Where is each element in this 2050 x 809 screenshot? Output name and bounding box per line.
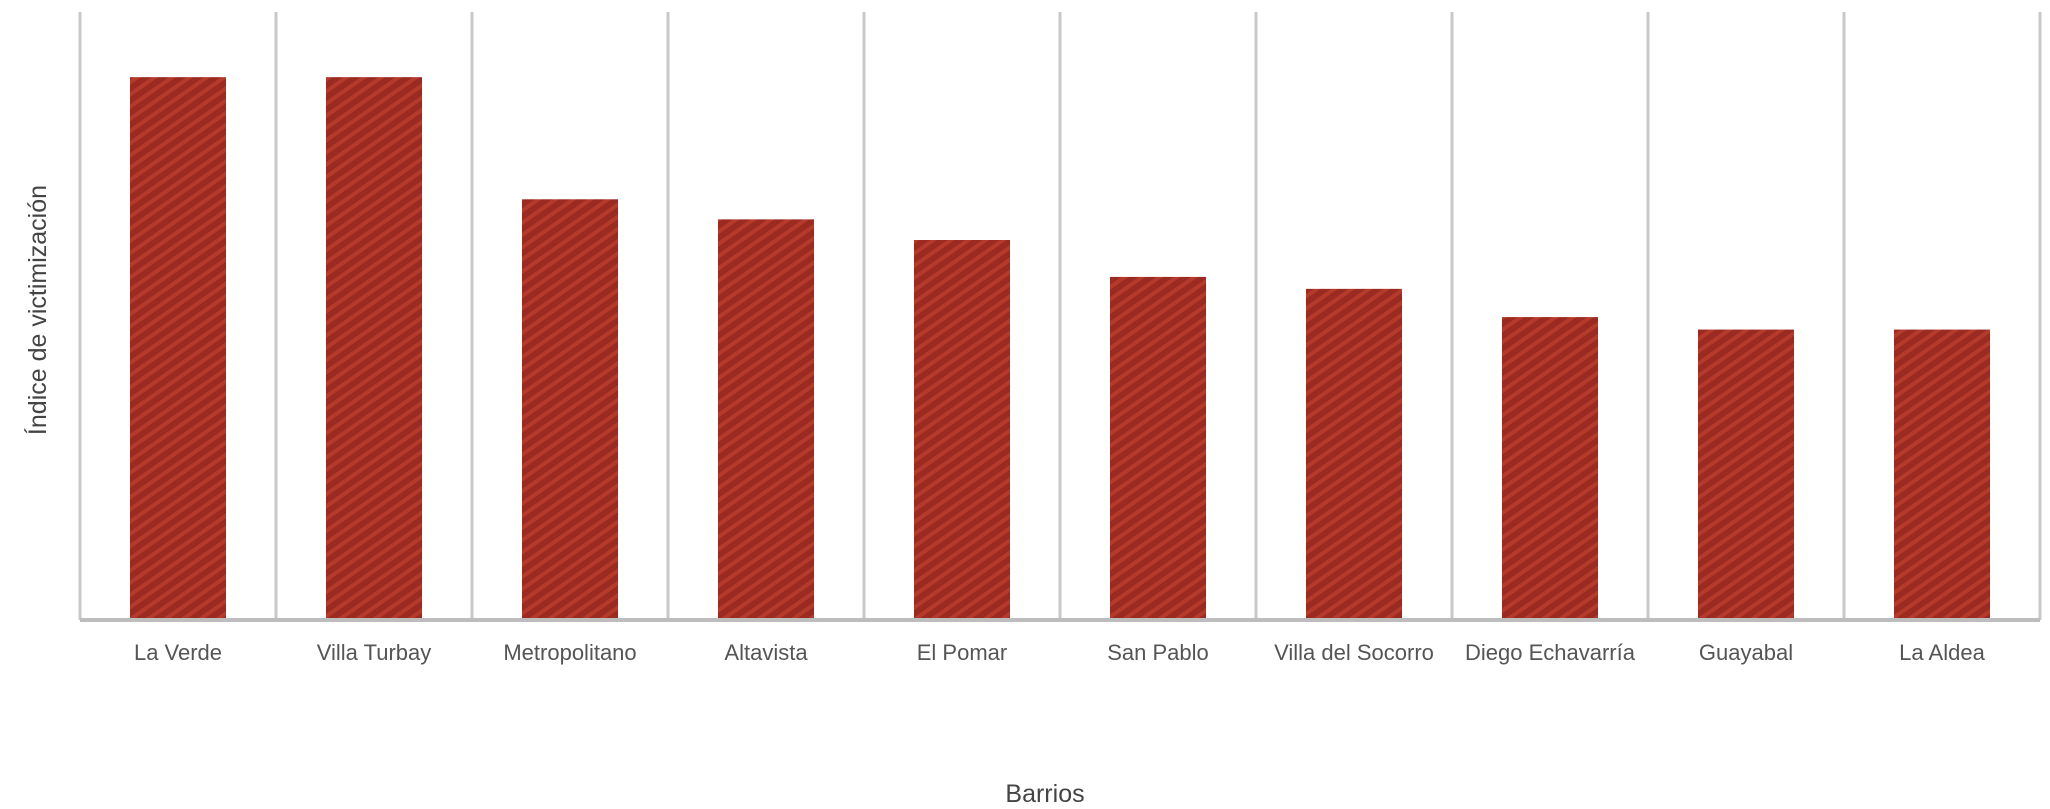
x-tick-label: Villa del Socorro (1274, 640, 1434, 665)
grid-lines (78, 12, 2042, 620)
x-tick-label: Diego Echavarría (1465, 640, 1636, 665)
x-tick-label: Altavista (724, 640, 808, 665)
bar-villa-del-socorro (1305, 288, 1403, 620)
x-tick-label: Metropolitano (503, 640, 636, 665)
x-tick-label: La Verde (134, 640, 222, 665)
y-axis-title: Índice de victimización (23, 185, 52, 435)
x-axis-title: Barrios (1005, 780, 1084, 808)
bar-san-pablo (1109, 276, 1207, 620)
bar-diego-echavarr-a (1501, 317, 1599, 620)
x-tick-label: La Aldea (1899, 640, 1985, 665)
bar-la-aldea (1893, 329, 1991, 620)
bars (129, 77, 1991, 621)
bar-guayabal (1697, 329, 1795, 620)
bar-villa-turbay (325, 77, 423, 620)
bar-altavista (717, 219, 815, 620)
x-tick-label: Guayabal (1699, 640, 1793, 665)
x-tick-label: San Pablo (1107, 640, 1209, 665)
bar-metropolitano (521, 199, 619, 621)
x-tick-label: Villa Turbay (317, 640, 432, 665)
x-tick-labels: La Verde Villa Turbay Metropolitano Altavis… (134, 640, 1986, 665)
bar-la-verde (129, 77, 227, 620)
bar-el-pomar (913, 240, 1011, 620)
x-tick-label: El Pomar (917, 640, 1007, 665)
